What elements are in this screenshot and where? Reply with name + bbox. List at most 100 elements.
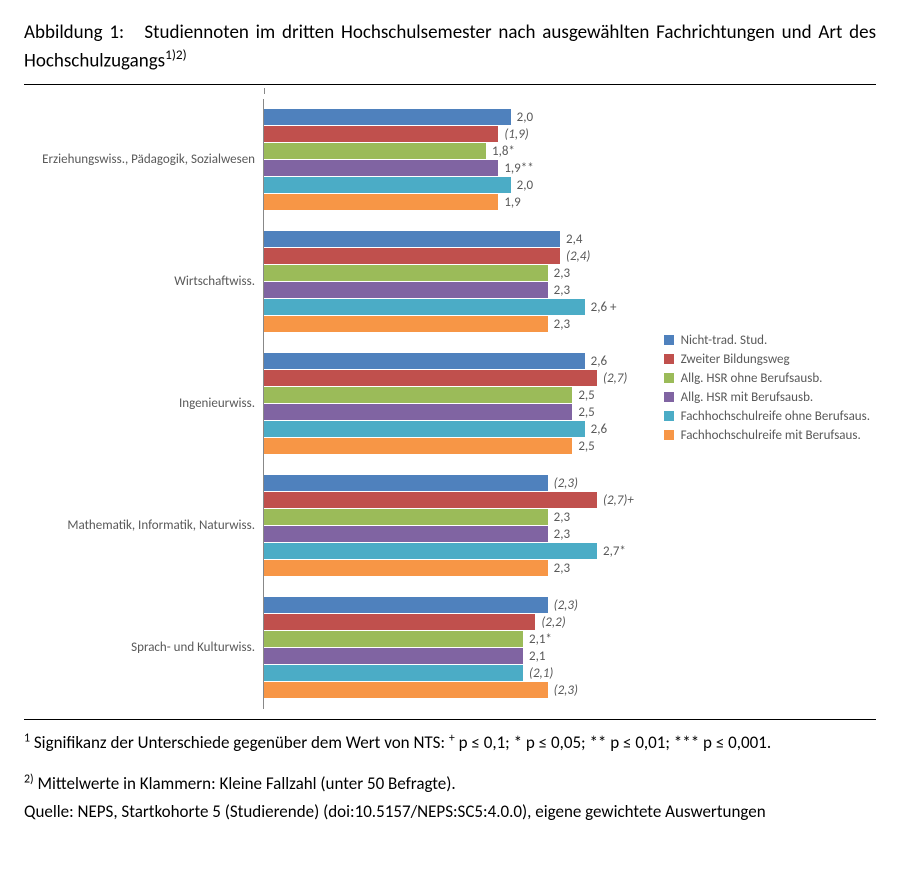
bar-line: 2,3 — [264, 526, 876, 542]
y-axis-labels: Erziehungswiss., Pädagogik, SozialwesenW… — [24, 99, 264, 709]
bar — [264, 177, 511, 193]
bar-value-label: 2,0 — [511, 178, 533, 193]
title-text: Studiennoten im dritten Hochschulsemeste… — [24, 21, 876, 72]
legend-swatch — [664, 335, 674, 345]
bar — [264, 492, 597, 508]
legend: Nicht-trad. Stud. Zweiter Bildungsweg Allg… — [664, 329, 870, 447]
bar-line: (2,3) — [264, 682, 876, 698]
footnote-2-sup: 2) — [24, 772, 34, 786]
bar — [264, 404, 572, 420]
bar — [264, 526, 548, 542]
bar-line: 2,3 — [264, 560, 876, 576]
bar — [264, 231, 560, 247]
legend-label: Nicht-trad. Stud. — [681, 333, 768, 348]
bar-line: (2,3) — [264, 475, 876, 491]
bar-line: 2,3 — [264, 282, 876, 298]
bar — [264, 316, 548, 332]
bar — [264, 509, 548, 525]
bar — [264, 143, 486, 159]
bar-line: 1,9 — [264, 194, 876, 210]
legend-item: Fachhochschulreife ohne Berufsaus. — [664, 409, 870, 424]
bar — [264, 370, 597, 386]
bar-line: 2,6 + — [264, 299, 876, 315]
bar — [264, 682, 548, 698]
bar-value-label: 2,6 — [585, 422, 607, 437]
category-label: Erziehungswiss., Pädagogik, Sozialwesen — [24, 99, 263, 221]
bar — [264, 631, 523, 647]
legend-swatch — [664, 430, 674, 440]
bar-line: (2,7)+ — [264, 492, 876, 508]
bar — [264, 560, 548, 576]
footnote-1: 1 Signifikanz der Unterschiede gegenüber… — [24, 730, 876, 756]
bar-value-label: (2,3) — [548, 683, 578, 698]
bar-group: (2,3)(2,2)2,1*2,1(2,1)(2,3) — [264, 587, 876, 709]
bar — [264, 387, 572, 403]
bar — [264, 648, 523, 664]
bar-group: 2,0 (1,9) 1,8*1,9** 2,0 1,9 — [264, 99, 876, 221]
bar — [264, 109, 511, 125]
bar-value-label: 2,3 — [548, 317, 570, 332]
bar-value-label: (2,3) — [548, 598, 578, 613]
bar — [264, 438, 572, 454]
bar-value-label: 2,3 — [548, 266, 570, 281]
legend-swatch — [664, 373, 674, 383]
bar-value-label: 2,6 — [585, 354, 607, 369]
bar-value-label: 2,0 — [511, 110, 533, 125]
top-rule — [24, 84, 876, 85]
bar-value-label: 2,5 — [572, 405, 594, 420]
bar — [264, 475, 548, 491]
bar — [264, 614, 535, 630]
bar-value-label: 2,3 — [548, 527, 570, 542]
legend-item: Allg. HSR ohne Berufsausb. — [664, 371, 870, 386]
bar-line: (2,3) — [264, 597, 876, 613]
category-label: Ingenieurwiss. — [24, 343, 263, 465]
bar-value-label: (2,3) — [548, 476, 578, 491]
bar-value-label: (2,2) — [535, 615, 565, 630]
bar — [264, 543, 597, 559]
bar-group: 2,4 (2,4) 2,3 2,3 2,6 + 2,3 — [264, 221, 876, 343]
bar-value-label: 2,3 — [548, 283, 570, 298]
title-prefix: Abbildung 1: — [24, 21, 124, 44]
bar-value-label: (2,4) — [560, 249, 590, 264]
footnote-2: 2) Mittelwerte in Klammern: Kleine Fallz… — [24, 771, 876, 797]
bar-line: 2,7* — [264, 543, 876, 559]
bar-value-label: 2,1* — [523, 632, 552, 647]
bar-line: 2,0 — [264, 109, 876, 125]
bar-group: (2,3)(2,7)+2,32,32,7*2,3 — [264, 465, 876, 587]
bar-line: 2,3 — [264, 509, 876, 525]
bar-line: (2,1) — [264, 665, 876, 681]
bar-value-label: 2,5 — [572, 439, 594, 454]
bar — [264, 665, 523, 681]
legend-swatch — [664, 411, 674, 421]
legend-item: Fachhochschulreife mit Berufsaus. — [664, 428, 870, 443]
bar — [264, 421, 585, 437]
footnote-1-text: Signifikanz der Unterschiede gegenüber d… — [30, 732, 449, 753]
figure-title: Abbildung 1: Studiennoten im dritten Hoc… — [24, 20, 876, 74]
legend-swatch — [664, 392, 674, 402]
bar-value-label: 2,5 — [572, 388, 594, 403]
legend-label: Zweiter Bildungsweg — [681, 352, 790, 367]
bar-value-label: 2,6 + — [585, 300, 617, 315]
bar — [264, 299, 585, 315]
bar — [264, 194, 498, 210]
bar-value-label: 2,4 — [560, 232, 582, 247]
source-line: Quelle: NEPS, Startkohorte 5 (Studierend… — [24, 799, 876, 825]
bar — [264, 282, 548, 298]
legend-label: Fachhochschulreife ohne Berufsaus. — [681, 409, 870, 424]
bar-value-label: (1,9) — [498, 127, 528, 142]
bar-value-label: 1,9 — [498, 195, 520, 210]
bar-value-label: (2,7)+ — [597, 493, 634, 508]
bar-line: 1,9** — [264, 160, 876, 176]
bar-value-label: 2,3 — [548, 510, 570, 525]
title-superscript: 1)2) — [165, 46, 187, 63]
bar-line: (2,2) — [264, 614, 876, 630]
bar-line: 2,1* — [264, 631, 876, 647]
bar-value-label: 2,3 — [548, 561, 570, 576]
legend-label: Allg. HSR ohne Berufsausb. — [681, 371, 823, 386]
footnote-2-text: Mittelwerte in Klammern: Kleine Fallzahl… — [34, 773, 456, 794]
chart: Erziehungswiss., Pädagogik, SozialwesenW… — [24, 91, 876, 713]
bar-value-label: 1,8* — [486, 144, 515, 159]
footnote-1-rest: p ≤ 0,1; * p ≤ 0,05; ** p ≤ 0,01; *** p … — [455, 732, 771, 753]
legend-item: Nicht-trad. Stud. — [664, 333, 870, 348]
category-label: Sprach- und Kulturwiss. — [24, 587, 263, 709]
